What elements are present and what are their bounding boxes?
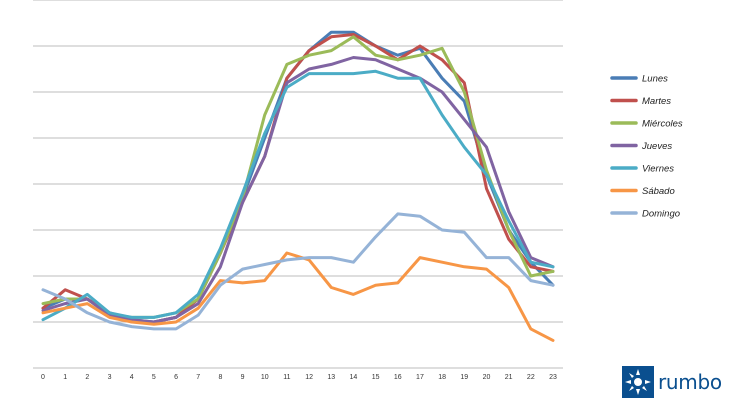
x-tick-label: 4 — [130, 374, 134, 381]
series-line-viernes — [41, 69, 555, 322]
legend: Lunes Martes Miércoles Jueves Viernes Sábado D… — [610, 74, 683, 220]
x-tick-label: 22 — [527, 374, 535, 381]
x-tick-label: 3 — [108, 374, 112, 381]
x-tick-label: 2 — [85, 374, 89, 381]
x-tick-label: 1 — [63, 374, 67, 381]
legend-label-viernes: Viernes — [642, 164, 674, 175]
x-tick-label: 18 — [438, 374, 446, 381]
rumbo-logo: rumbo — [622, 366, 722, 398]
x-tick-label: 5 — [152, 374, 156, 381]
legend-label-jueves: Jueves — [641, 141, 672, 152]
x-tick-label: 17 — [416, 374, 424, 381]
x-tick-label: 0 — [41, 374, 45, 381]
x-tick-label: 6 — [174, 374, 178, 381]
legend-label-miercoles: Miércoles — [642, 119, 683, 130]
brand-name: rumbo — [658, 370, 722, 394]
x-tick-label: 16 — [394, 374, 402, 381]
x-axis-tick-labels: 0 1 2 3 4 5 6 7 8 9 10 11 12 13 14 15 16 17 18 19 20 21 22 23 — [41, 374, 557, 381]
sun-icon — [622, 366, 654, 398]
x-tick-label: 14 — [350, 374, 358, 381]
x-tick-label: 7 — [196, 374, 200, 381]
x-tick-label: 23 — [549, 374, 557, 381]
series-line-domingo — [41, 212, 555, 331]
legend-label-lunes: Lunes — [642, 74, 668, 85]
legend-label-domingo: Domingo — [642, 209, 680, 220]
series-line-jueves — [41, 56, 555, 324]
x-tick-label: 8 — [218, 374, 222, 381]
x-tick-label: 15 — [372, 374, 380, 381]
x-tick-label: 12 — [305, 374, 313, 381]
x-tick-label: 13 — [327, 374, 335, 381]
x-tick-label: 20 — [483, 374, 491, 381]
legend-label-sabado: Sábado — [642, 186, 675, 197]
grid-lines — [33, 0, 563, 369]
series-lines — [41, 30, 555, 342]
x-tick-label: 9 — [241, 374, 245, 381]
x-tick-label: 19 — [460, 374, 468, 381]
series-line-sabado — [41, 251, 555, 342]
x-tick-label: 11 — [283, 374, 290, 381]
x-tick-label: 21 — [505, 374, 513, 381]
legend-label-martes: Martes — [642, 96, 671, 107]
x-tick-label: 10 — [261, 374, 269, 381]
